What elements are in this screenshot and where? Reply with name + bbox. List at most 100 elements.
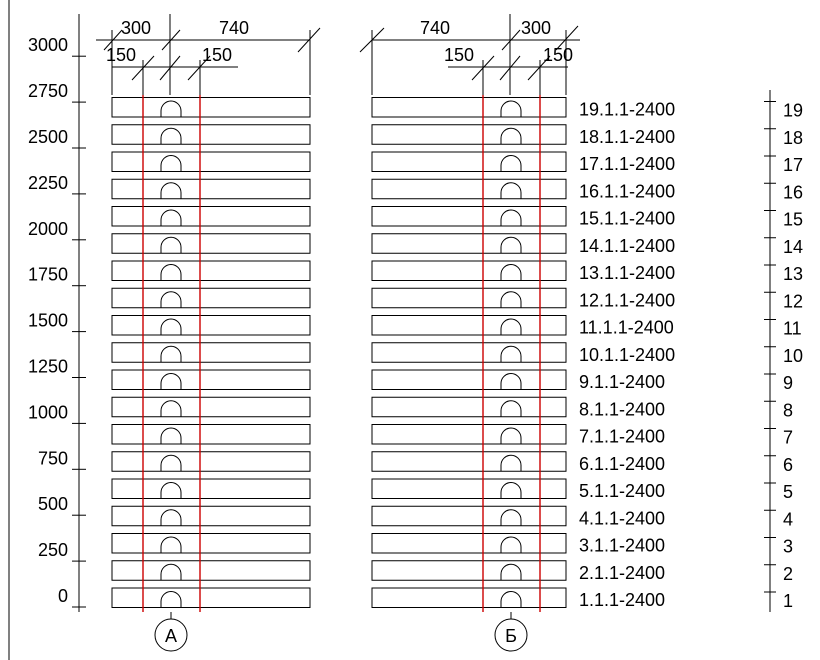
element-right-part <box>371 206 567 227</box>
element-right-part <box>371 478 567 499</box>
element-left-part <box>111 206 311 227</box>
element-right-part <box>371 505 567 527</box>
element-right-part <box>371 97 567 118</box>
scale-label: 250 <box>38 540 68 560</box>
element-notch <box>160 536 182 553</box>
element-notch <box>160 209 182 226</box>
grid-axes-red <box>142 95 541 612</box>
element-notch <box>500 400 522 417</box>
element-notch <box>160 182 182 199</box>
element-left-part <box>111 478 311 499</box>
element-left-part <box>111 97 311 118</box>
dimension-chain-right <box>359 14 580 95</box>
element-mark-label: 8.1.1-2400 <box>579 399 665 419</box>
element-row: 1.1.1-2400 <box>111 587 665 610</box>
element-notch <box>160 100 182 117</box>
element-left-part <box>111 342 311 363</box>
element-row: 16.1.1-2400 <box>111 178 675 201</box>
scale-label: 1750 <box>28 265 68 285</box>
element-right-part <box>371 560 567 581</box>
scale-label: 2000 <box>28 219 68 239</box>
element-right-part <box>371 424 567 445</box>
axis-b-marker <box>494 618 528 652</box>
scale-label: 750 <box>38 448 68 468</box>
element-notch <box>160 127 182 145</box>
row-number: 10 <box>783 346 803 366</box>
dim-right-150a: 150 <box>444 45 474 65</box>
element-notch <box>160 427 182 444</box>
row-number: 1 <box>783 591 793 611</box>
element-row: 8.1.1-2400 <box>111 396 665 419</box>
element-mark-label: 13.1.1-2400 <box>579 263 675 283</box>
element-notch <box>500 454 522 472</box>
row-number: 18 <box>783 128 803 148</box>
row-number: 13 <box>783 264 803 284</box>
element-notch <box>500 509 522 526</box>
element-left-part <box>111 533 311 554</box>
element-notch <box>160 563 182 581</box>
row-number: 16 <box>783 182 803 202</box>
element-right-part <box>371 287 567 309</box>
element-notch <box>160 591 182 608</box>
element-left-part <box>111 369 311 390</box>
element-left-part <box>111 260 311 281</box>
element-mark-label: 4.1.1-2400 <box>579 508 665 528</box>
dim-right-740: 740 <box>420 18 450 38</box>
axis-b-label: Б <box>505 626 517 646</box>
element-mark-label: 3.1.1-2400 <box>579 536 665 556</box>
element-mark-label: 11.1.1-2400 <box>579 318 674 338</box>
element-mark-label: 10.1.1-2400 <box>579 345 675 365</box>
scale-label: 1000 <box>28 402 68 422</box>
element-left-part <box>111 233 311 254</box>
element-left-part <box>111 451 311 472</box>
element-mark-label: 14.1.1-2400 <box>579 236 675 256</box>
element-row: 3.1.1-2400 <box>111 533 665 556</box>
axis-a-label: А <box>165 626 177 646</box>
element-mark-label: 5.1.1-2400 <box>579 481 665 501</box>
element-notch <box>500 209 522 226</box>
element-left-part <box>111 151 311 172</box>
element-right-part <box>371 151 567 172</box>
element-left-part <box>111 424 311 445</box>
dim-right-300: 300 <box>521 18 551 38</box>
element-notch <box>500 345 522 363</box>
scale-label: 2250 <box>28 173 68 193</box>
element-rows: 1.1.1-2400 2.1.1-2400 3.1.1-2400 4.1.1-2400… <box>111 97 675 610</box>
row-number: 14 <box>783 237 803 257</box>
element-right-part <box>371 451 567 472</box>
element-notch <box>500 155 522 172</box>
row-number: 5 <box>783 482 793 502</box>
element-row: 19.1.1-2400 <box>111 97 675 120</box>
element-mark-label: 2.1.1-2400 <box>579 563 665 583</box>
row-number: 9 <box>783 373 793 393</box>
element-notch <box>160 264 182 281</box>
element-mark-label: 12.1.1-2400 <box>579 290 675 310</box>
element-notch <box>500 236 522 254</box>
element-mark-label: 16.1.1-2400 <box>579 181 675 201</box>
scale-label: 0 <box>58 586 68 606</box>
element-notch <box>500 318 522 335</box>
row-number: 15 <box>783 210 803 230</box>
row-number: 11 <box>783 319 802 339</box>
element-row: 18.1.1-2400 <box>111 124 675 147</box>
scale-label: 2500 <box>28 127 68 147</box>
element-left-part <box>111 315 311 336</box>
element-row: 6.1.1-2400 <box>111 451 665 474</box>
element-notch <box>500 291 522 308</box>
element-row: 5.1.1-2400 <box>111 478 665 501</box>
element-right-part <box>371 533 567 554</box>
axis-a-marker <box>154 618 188 652</box>
element-mark-label: 15.1.1-2400 <box>579 209 675 229</box>
element-left-part <box>111 505 311 527</box>
element-row: 2.1.1-2400 <box>111 560 665 583</box>
element-left-part <box>111 124 311 145</box>
element-row: 13.1.1-2400 <box>111 260 675 283</box>
element-notch <box>500 264 522 281</box>
element-notch <box>160 291 182 308</box>
element-notch <box>160 155 182 172</box>
element-row: 9.1.1-2400 <box>111 369 665 392</box>
element-mark-label: 18.1.1-2400 <box>579 127 675 147</box>
scale-label: 1250 <box>28 357 68 377</box>
